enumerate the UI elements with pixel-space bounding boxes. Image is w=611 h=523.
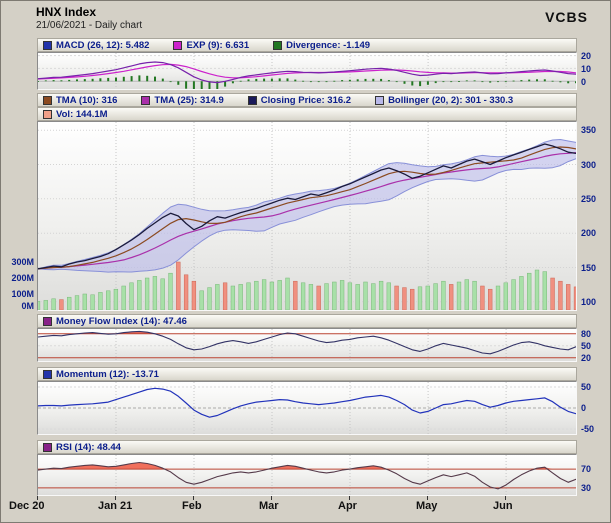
price-axis-label: 350 <box>581 125 597 135</box>
macd-axis-label: 20 <box>581 51 592 61</box>
x-axis-label: Jun <box>493 500 513 512</box>
volume-axis-label: 200M <box>11 273 34 283</box>
macd-color-icon <box>43 40 52 50</box>
rsi-plot[interactable] <box>37 454 577 496</box>
legend-item-closing-price: Closing Price: 316.2 <box>247 94 352 106</box>
legend-item-tma25: TMA (25): 314.9 <box>141 94 224 106</box>
momentum-axis-label: 50 <box>581 382 592 392</box>
macd-legend-label: MACD (26, 12): 5.482 <box>56 39 150 51</box>
momentum-legend-bar: Momentum (12): -13.71 <box>37 367 577 381</box>
price-legend-bar: TMA (10): 316 TMA (25): 314.9 Closing Pr… <box>37 93 577 107</box>
tma10-legend-label: TMA (10): 316 <box>56 94 118 106</box>
plot-main-canvas <box>38 122 576 310</box>
x-axis-tick <box>37 496 38 500</box>
momentum-color-icon <box>43 369 52 379</box>
mfi-legend-bar: Money Flow Index (14): 47.46 <box>37 314 577 328</box>
price-axis-label: 200 <box>581 228 597 238</box>
divergence-color-icon <box>273 40 283 50</box>
legend-item-mfi: Money Flow Index (14): 47.46 <box>43 316 187 327</box>
closing-price-color-icon <box>247 95 257 105</box>
momentum-axis-label: -50 <box>581 424 595 434</box>
plot-mfi-canvas <box>38 329 576 361</box>
momentum-plot[interactable] <box>37 381 577 435</box>
exp-legend-label: EXP (9): 6.631 <box>186 39 250 51</box>
momentum-axis-label: 0 <box>581 403 587 413</box>
x-axis-tick <box>427 496 428 500</box>
x-axis-tick <box>193 496 194 500</box>
plot-mom-canvas <box>38 382 576 434</box>
price-axis-label: 100 <box>581 297 597 307</box>
legend-item-divergence: Divergence: -1.149 <box>273 40 370 51</box>
macd-axis-label: 0 <box>581 77 587 87</box>
volume-axis-label: 300M <box>11 257 34 267</box>
x-axis-label: Mar <box>259 500 279 512</box>
plot-macd-canvas <box>38 53 576 89</box>
closing-price-legend-label: Closing Price: 316.2 <box>260 94 352 106</box>
mfi-axis-label: 20 <box>581 353 592 363</box>
volume-legend-label: Vol: 144.1M <box>56 108 108 120</box>
rsi-axis-label: 30 <box>581 483 592 493</box>
mfi-axis-label: 50 <box>581 341 592 351</box>
price-axis-label: 150 <box>581 263 597 273</box>
x-axis-tick <box>505 496 506 500</box>
x-axis-tick <box>271 496 272 500</box>
x-axis-label: May <box>416 500 438 512</box>
tma25-legend-label: TMA (25): 314.9 <box>154 94 224 106</box>
legend-item-rsi: RSI (14): 48.44 <box>43 442 121 453</box>
macd-plot[interactable] <box>37 52 577 90</box>
rsi-axis-label: 70 <box>581 464 592 474</box>
mfi-axis-label: 80 <box>581 329 592 339</box>
momentum-legend-label: Momentum (12): -13.71 <box>56 368 159 380</box>
mfi-legend-label: Money Flow Index (14): 47.46 <box>56 315 187 327</box>
legend-item-macd: MACD (26, 12): 5.482 <box>43 40 149 51</box>
brand-logo: VCBS <box>545 9 588 25</box>
legend-item-bollinger: Bollinger (20, 2): 301 - 330.3 <box>375 95 513 106</box>
legend-item-momentum: Momentum (12): -13.71 <box>43 369 159 380</box>
macd-axis-label: 10 <box>581 64 592 74</box>
x-axis-tick <box>349 496 350 500</box>
chart-subtitle: 21/06/2021 - Daily chart <box>36 20 143 31</box>
volume-color-icon <box>43 109 52 119</box>
x-axis-label: Dec 20 <box>9 500 45 512</box>
exp-color-icon <box>173 40 183 50</box>
volume-axis-label: 0M <box>21 301 34 311</box>
volume-legend-bar: Vol: 144.1M <box>37 107 577 121</box>
price-axis-label: 250 <box>581 194 597 204</box>
page-title: HNX Index <box>36 5 97 19</box>
tma10-color-icon <box>43 95 52 105</box>
x-axis-label: Jan 21 <box>98 500 133 512</box>
legend-item-exp: EXP (9): 6.631 <box>173 40 249 51</box>
rsi-legend-bar: RSI (14): 48.44 <box>37 440 577 454</box>
x-axis-tick <box>115 496 116 500</box>
x-axis-label: Feb <box>182 500 202 512</box>
price-plot[interactable] <box>37 121 577 311</box>
price-axis-label: 300 <box>581 160 597 170</box>
volume-axis-label: 100M <box>11 289 34 299</box>
rsi-legend-label: RSI (14): 48.44 <box>56 441 121 453</box>
divergence-legend-label: Divergence: -1.149 <box>286 39 371 51</box>
macd-legend-bar: MACD (26, 12): 5.482 EXP (9): 6.631 Dive… <box>37 38 577 52</box>
plot-rsi-canvas <box>38 455 576 495</box>
rsi-color-icon <box>43 442 52 452</box>
x-axis-label: Apr <box>338 500 357 512</box>
legend-item-tma10: TMA (10): 316 <box>43 95 117 106</box>
mfi-color-icon <box>43 316 52 326</box>
mfi-plot[interactable] <box>37 328 577 362</box>
bollinger-color-icon <box>375 95 385 105</box>
legend-item-volume: Vol: 144.1M <box>43 109 108 120</box>
bollinger-legend-label: Bollinger (20, 2): 301 - 330.3 <box>388 94 514 106</box>
tma25-color-icon <box>141 95 151 105</box>
